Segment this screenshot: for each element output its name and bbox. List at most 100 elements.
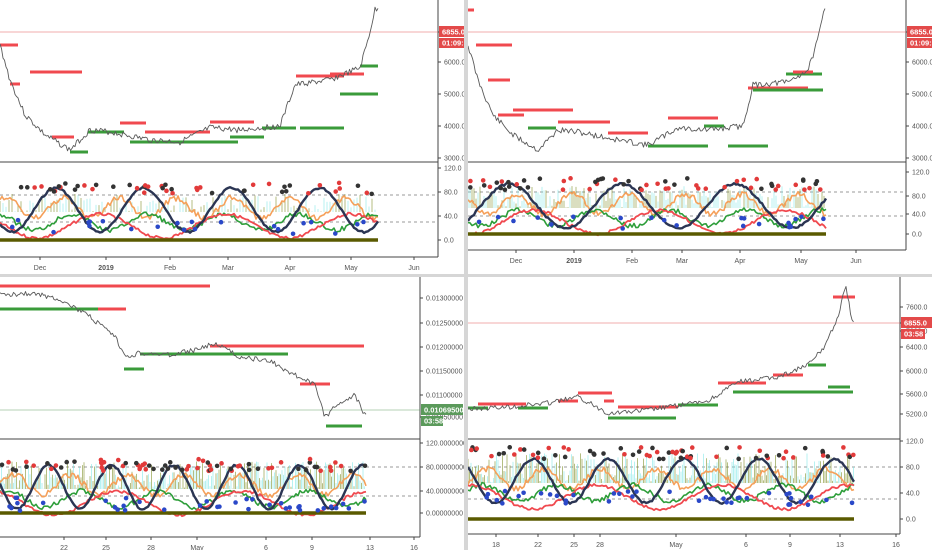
oversold-dot [15,217,21,223]
price-axis-label: 0.01250000 [426,321,463,328]
time-axis-label: Feb [626,258,638,265]
oversold-dot [571,492,576,498]
resistance-level [52,135,74,139]
overbought-dot [266,181,272,187]
overbought-dot [654,449,660,455]
overbought-dot [639,187,644,193]
price-axis-label: 3000.0 [912,156,932,163]
oversold-dot [123,495,129,501]
price-series [468,286,854,416]
oversold-dot [297,507,303,513]
oversold-dot [799,214,804,220]
time-axis-label: 25 [570,542,578,549]
overbought-dot [793,182,799,188]
overbought-dot [506,179,511,185]
oversold-dot [267,502,272,508]
overbought-dot [134,185,140,191]
resistance-level [145,130,210,134]
resistance-level [120,121,146,125]
overbought-dot [194,185,199,191]
chart-canvas-top-left[interactable]: 6855.0 6000.0 5000.0 4000.0 3000.0 120.0 80.0 4… [0,0,464,274]
chart-panel-bottom-right[interactable]: 7600.07200.06855.06400.06000.05600.05200… [468,277,932,550]
oversold-dot [538,491,544,496]
overbought-dot [162,463,168,468]
oversold-dot [661,217,667,223]
overbought-dot [644,182,649,188]
oversold-dot [181,227,187,233]
overbought-dot [598,176,604,182]
chart-panel-top-right[interactable]: 6855.0 6000.0 5000.0 4000.0 3000.0 120.0 80.0 4… [468,0,932,274]
oversold-dot [355,222,360,227]
osc-axis-label: 80.0 [444,190,458,197]
chart-panel-bottom-left[interactable]: 0.01300000 0.01250000 0.01200000 0.01150000… [0,277,464,550]
overbought-dot [58,465,64,470]
overbought-dot [489,453,494,459]
overbought-dot [518,447,523,452]
osc-axis-label: 0.0 [444,238,454,245]
time-axis-label: Apr [285,265,297,272]
time-axis-label: Mar [676,258,689,265]
overbought-dot [769,181,774,187]
chart-panel-top-left[interactable]: 6855.0 6000.0 5000.0 4000.0 3000.0 120.0 80.0 4… [0,0,464,274]
oversold-dot [787,223,793,228]
overbought-dot [820,453,826,458]
oversold-dot [708,496,713,502]
osc-axis-label: 40.0 [906,491,920,498]
overbought-dot [246,461,252,467]
chart-canvas-top-right[interactable]: 6855.0 6000.0 5000.0 4000.0 3000.0 120.0 80.0 4… [468,0,932,274]
overbought-dot [0,462,5,468]
price-axis-label: 0.01300000 [426,296,463,303]
overbought-dot [487,184,493,190]
time-axis-label: Apr [735,258,747,265]
oversold-dot [630,494,635,499]
time-axis-label: 28 [147,545,155,550]
overbought-dot [278,460,284,465]
support-level [608,416,676,420]
overbought-dot [250,182,256,188]
overbought-dot [685,176,690,181]
time-axis-label: 25 [102,545,110,550]
overbought-dot [51,189,57,194]
overbought-dot [773,187,779,192]
overbought-dot [307,456,313,462]
oversold-dot [361,219,366,225]
overbought-dot [703,186,709,192]
support-level [728,144,768,148]
osc-axis-label: 40.0 [444,214,458,221]
oversold-dot [175,220,180,226]
overbought-dot [587,448,593,454]
oversold-dot [155,224,161,230]
oversold-dot [571,214,576,220]
overbought-dot [6,459,11,465]
support-level [140,352,288,356]
overbought-dot [303,467,309,473]
panel-divider-horizontal[interactable] [0,274,932,277]
chart-canvas-bottom-left[interactable]: 0.01300000 0.01250000 0.01200000 0.01150000… [0,277,464,550]
overbought-dot [195,465,200,471]
oversold-dot [340,501,346,507]
overbought-dot [748,185,754,191]
oversold-dot [793,216,798,222]
overbought-dot [468,178,473,184]
resistance-level [578,391,612,395]
resistance-level [718,381,766,385]
overbought-dot [39,184,44,189]
support-level [360,64,378,68]
overbought-dot [807,185,812,191]
overbought-dot [663,179,668,184]
oversold-dot [766,490,772,496]
resistance-level [513,108,573,112]
overbought-dot [601,451,606,456]
time-axis-label: May [190,545,204,550]
osc-axis-label: 40.0 [912,212,926,219]
time-axis-label: 2019 [98,265,114,272]
overbought-dot [499,179,505,184]
chart-canvas-bottom-right[interactable]: 7600.07200.06855.06400.06000.05600.05200… [468,277,932,550]
time-axis-label: Mar [222,265,235,272]
overbought-dot [502,187,508,193]
overbought-dot [317,182,323,188]
overbought-dot [566,447,571,452]
oversold-dot [724,499,729,505]
price-axis-label: 5000.0 [912,92,932,99]
overbought-dot [369,191,374,197]
